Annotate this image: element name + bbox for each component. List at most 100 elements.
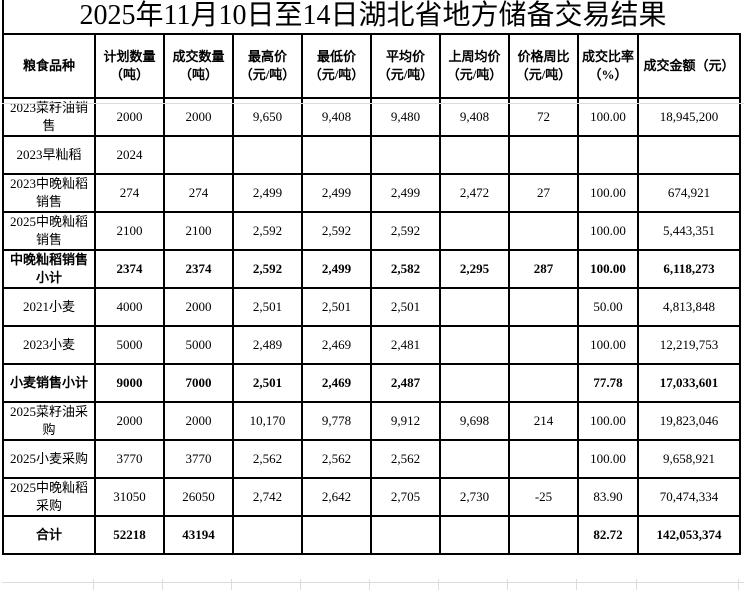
cell-lastweek	[439, 211, 510, 251]
column-header-line2: （元/吨）	[377, 67, 434, 82]
sheet-gridline-below-header	[2, 103, 744, 104]
cell-deal: 2100	[163, 211, 234, 251]
cell-lastweek	[439, 287, 510, 327]
cell-ratio: 100.00	[577, 211, 639, 251]
cell-lastweek	[439, 439, 510, 479]
cell-name: 2021小麦	[2, 287, 96, 327]
cell-amount: 5,443,351	[637, 211, 741, 251]
table-row: 2025菜籽油采购 2000 2000 10,170 9,778 9,912 9,698 21…	[2, 401, 741, 441]
cell-lastweek: 9,698	[439, 401, 510, 441]
cell-amount: 70,474,334	[637, 477, 741, 517]
cell-amount: 6,118,273	[637, 249, 741, 289]
column-header-line1: 成交数量	[172, 49, 225, 65]
cell-deal: 2374	[163, 249, 234, 289]
cell-amount: 12,219,753	[637, 325, 741, 365]
cell-high: 2,489	[232, 325, 303, 365]
empty-grid-cell	[637, 579, 739, 590]
cell-plan: 2374	[94, 249, 165, 289]
table-row: 2023中晚籼稻销售 274 274 2,499 2,499 2,499 2,472 27 10…	[2, 173, 741, 213]
cell-plan: 274	[94, 173, 165, 213]
cell-low: 2,469	[301, 363, 372, 403]
column-header-high: 最高价 （元/吨）	[232, 33, 303, 99]
column-header-diff: 价格周比 （元/吨）	[508, 33, 579, 99]
reserve-trade-results-table: 粮食品种 计划数量 （吨） 成交数量 （吨） 最高价 （元/吨） 最低价 （元/吨） 平均价 （元/…	[2, 33, 741, 555]
column-header-line2: （吨）	[109, 67, 149, 82]
cell-ratio: 100.00	[577, 249, 639, 289]
empty-grid-cell	[232, 579, 301, 590]
cell-low	[301, 135, 372, 175]
empty-grid-cell	[370, 579, 439, 590]
cell-plan: 2024	[94, 135, 165, 175]
cell-deal: 5000	[163, 325, 234, 365]
column-header-line1: 粮食品种	[22, 58, 75, 74]
empty-grid-cell	[94, 579, 163, 590]
cell-ratio: 100.00	[577, 173, 639, 213]
cell-avg: 9,912	[370, 401, 441, 441]
cell-lastweek	[439, 363, 510, 403]
cell-amount: 19,823,046	[637, 401, 741, 441]
cell-amount: 17,033,601	[637, 363, 741, 403]
column-header-line1: 最高价	[247, 49, 287, 65]
table-row-subtotal: 小麦销售小计 9000 7000 2,501 2,469 2,487 77.78 17,033…	[2, 363, 741, 403]
column-header-low: 最低价 （元/吨）	[301, 33, 372, 99]
empty-grid-cell	[301, 579, 370, 590]
column-header-line1: 成交比率	[581, 49, 634, 65]
cell-plan: 2100	[94, 211, 165, 251]
cell-avg	[370, 135, 441, 175]
cell-lastweek: 2,472	[439, 173, 510, 213]
cell-lastweek	[439, 515, 510, 555]
cell-name: 2023早籼稻	[2, 135, 96, 175]
cell-high: 2,499	[232, 173, 303, 213]
cell-avg: 2,592	[370, 211, 441, 251]
cell-high: 2,501	[232, 287, 303, 327]
cell-lastweek	[439, 325, 510, 365]
cell-amount: 9,658,921	[637, 439, 741, 479]
cell-avg: 2,562	[370, 439, 441, 479]
cell-low	[301, 515, 372, 555]
column-header-deal: 成交数量 （吨）	[163, 33, 234, 99]
column-header-ratio: 成交比率 （%）	[577, 33, 639, 99]
cell-ratio	[577, 135, 639, 175]
cell-plan: 2000	[94, 401, 165, 441]
cell-low: 9,778	[301, 401, 372, 441]
table-row-subtotal: 合计 52218 43194 82.72 142,053,374	[2, 515, 741, 555]
cell-name: 中晚籼稻销售小计	[2, 249, 96, 289]
cell-diff: 214	[508, 401, 579, 441]
cell-ratio: 77.78	[577, 363, 639, 403]
cell-lastweek: 2,730	[439, 477, 510, 517]
cell-diff	[508, 135, 579, 175]
cell-high	[232, 515, 303, 555]
cell-high: 2,592	[232, 249, 303, 289]
cell-ratio: 82.72	[577, 515, 639, 555]
cell-plan: 9000	[94, 363, 165, 403]
cell-deal: 43194	[163, 515, 234, 555]
cell-lastweek: 2,295	[439, 249, 510, 289]
cell-name: 2025中晚籼稻销售	[2, 211, 96, 251]
cell-low: 2,642	[301, 477, 372, 517]
cell-name: 合计	[2, 515, 96, 555]
cell-deal: 274	[163, 173, 234, 213]
cell-avg: 2,481	[370, 325, 441, 365]
cell-amount	[637, 135, 741, 175]
table-row: 2025小麦采购 3770 3770 2,562 2,562 2,562 100.00 9,6…	[2, 439, 741, 479]
table-header: 粮食品种 计划数量 （吨） 成交数量 （吨） 最高价 （元/吨） 最低价 （元/吨） 平均价 （元/…	[2, 33, 741, 99]
cell-name: 2023中晚籼稻销售	[2, 173, 96, 213]
column-header-line2: （元/吨）	[239, 67, 296, 82]
cell-diff	[508, 363, 579, 403]
cell-plan: 3770	[94, 439, 165, 479]
column-header-lastweek: 上周均价 （元/吨）	[439, 33, 510, 99]
cell-deal: 2000	[163, 401, 234, 441]
cell-name: 2025中晚籼稻采购	[2, 477, 96, 517]
cell-deal: 2000	[163, 287, 234, 327]
empty-grid-cell	[2, 579, 94, 590]
column-header-avg: 平均价 （元/吨）	[370, 33, 441, 99]
cell-deal: 26050	[163, 477, 234, 517]
cell-ratio: 100.00	[577, 325, 639, 365]
cell-high	[232, 135, 303, 175]
cell-low: 2,499	[301, 173, 372, 213]
cell-diff	[508, 287, 579, 327]
empty-grid-cell	[439, 579, 508, 590]
page-title: 2025年11月10日至14日湖北省地方储备交易结果	[2, 0, 742, 33]
column-header-line1: 计划数量	[103, 49, 156, 65]
cell-diff: 27	[508, 173, 579, 213]
